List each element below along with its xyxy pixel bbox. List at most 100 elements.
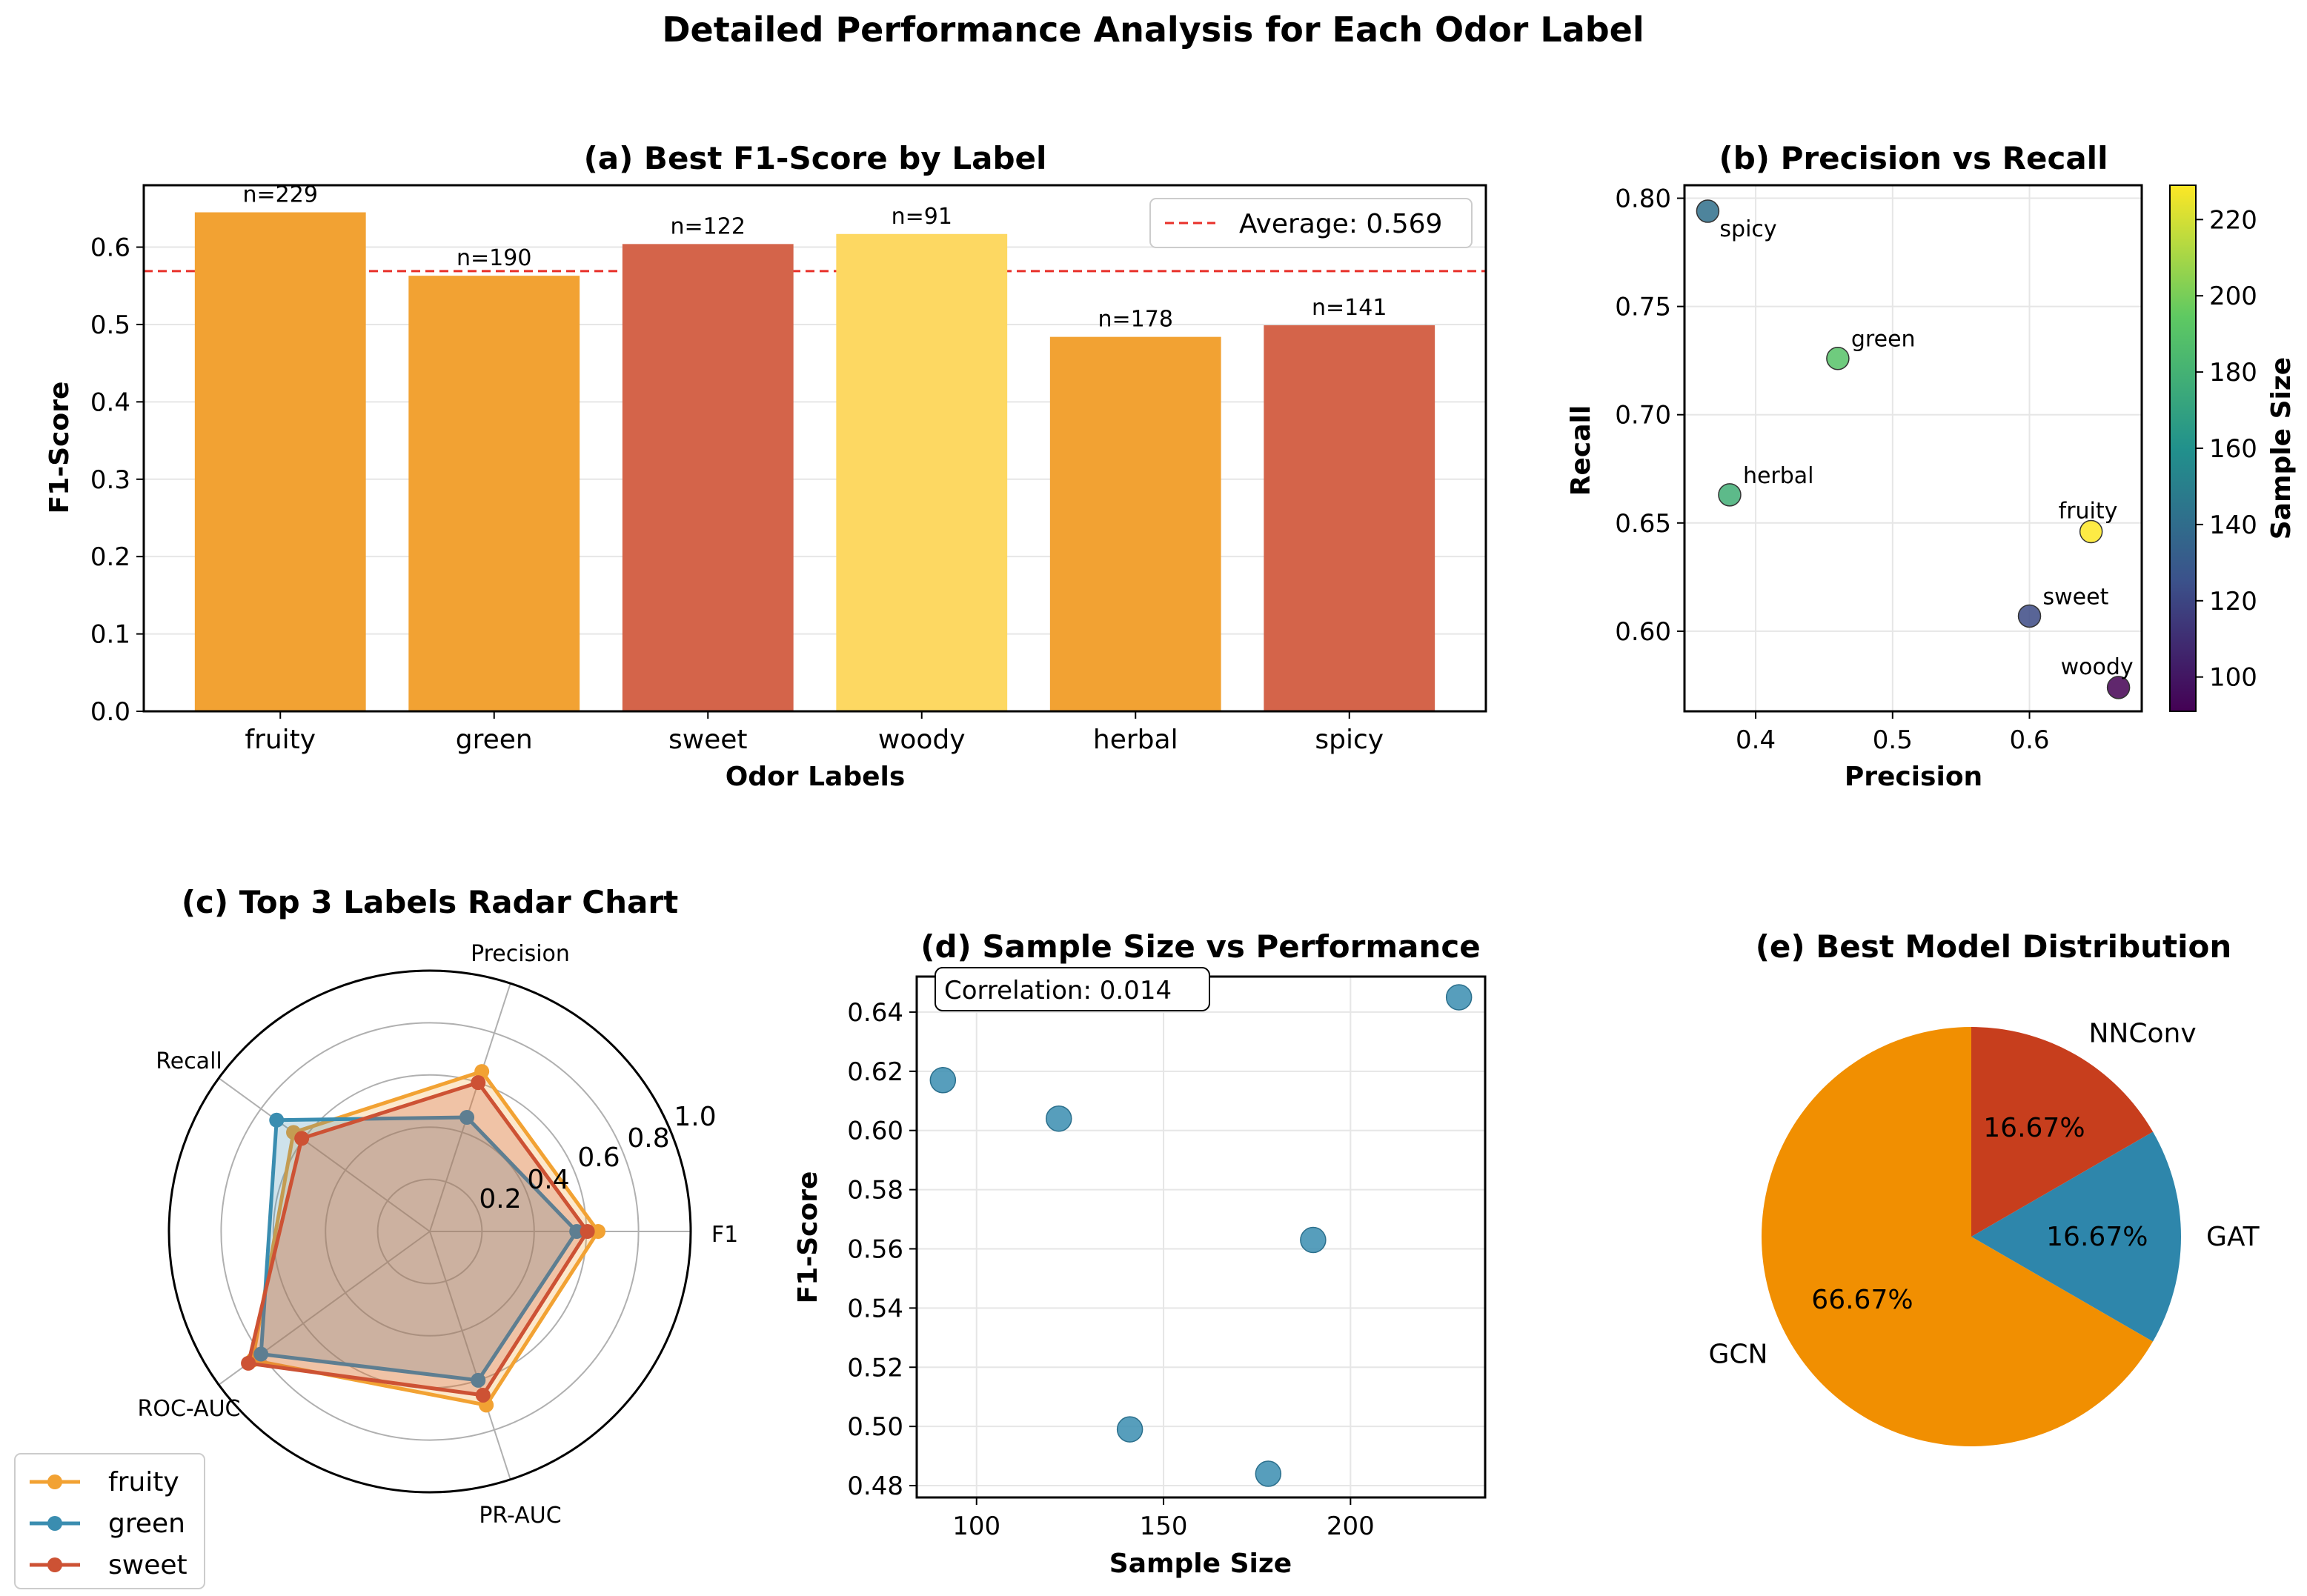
radar-axis-label-ROC-AUC: ROC-AUC (138, 1396, 241, 1422)
radar-series-green (259, 1115, 579, 1383)
panel-a-xtick-label-sweet: sweet (668, 725, 748, 755)
panel-b-ytick-label: 0.60 (1615, 617, 1671, 647)
panel-d-point (1116, 1416, 1143, 1443)
panel-d-ytick-label: 0.48 (847, 1472, 903, 1501)
panel-b-xtick-label: 0.6 (2009, 725, 2049, 755)
bar-count-label-green: n=190 (457, 245, 531, 271)
legend-marker-green (47, 1516, 62, 1531)
panel-d-ytick-label: 0.56 (847, 1234, 903, 1264)
radar-axis-label-Recall: Recall (156, 1048, 222, 1074)
panel-a-xtick-label-herbal: herbal (1093, 725, 1178, 755)
colorbar (2169, 184, 2197, 712)
radar-rtick-label: 0.6 (577, 1143, 620, 1173)
panel-a-legend-box (1149, 198, 1473, 248)
panel-b-ytick-label: 0.75 (1615, 293, 1671, 322)
panel-a-bar-chart: (a) Best F1-Score by Label Odor Labels F… (44, 140, 1487, 792)
bar-woody (836, 233, 1008, 711)
pie-slice-NNConv (1971, 1027, 2154, 1237)
pie-label-GAT: GAT (2206, 1222, 2260, 1252)
radar-point-green-ROC-AUC (253, 1346, 269, 1362)
radar-point-fruity-Precision (474, 1064, 490, 1080)
panel-d-xtick-label: 100 (952, 1512, 1000, 1541)
bar-green (408, 276, 580, 712)
panel-d-ytick-label: 0.52 (847, 1353, 903, 1383)
panel-d-point (1255, 1460, 1282, 1487)
radar-rtick-label: 0.8 (627, 1123, 669, 1154)
panel-a-ytick-label: 0.3 (90, 465, 130, 495)
figure-suptitle: Detailed Performance Analysis for Each O… (662, 10, 1644, 50)
radar-series-fruity (250, 1069, 600, 1407)
panel-c-radar: (c) Top 3 Labels Radar Chart F1 Precision… (14, 884, 738, 1589)
bar-sweet (622, 244, 794, 712)
panel-d-point (929, 1067, 957, 1094)
panel-d-scatter: (d) Sample Size vs Performance Sample Si… (793, 928, 1487, 1579)
legend-marker-sweet (47, 1557, 62, 1572)
panel-b-title: (b) Precision vs Recall (1719, 140, 2108, 176)
panel-d-xtick-label: 200 (1327, 1512, 1375, 1541)
panel-a-ytick-label: 0.4 (90, 388, 130, 417)
panel-c-legend-box (14, 1453, 205, 1589)
point-label-spicy: spicy (1719, 216, 1776, 242)
panel-b-scatter: (b) Precision vs Recall Precision Recall… (1566, 140, 2297, 792)
panel-d-point (1445, 984, 1473, 1011)
panel-a-title: (a) Best F1-Score by Label (584, 140, 1047, 176)
panel-d-ytick-label: 0.50 (847, 1412, 903, 1442)
radar-axis-label-F1: F1 (711, 1222, 738, 1248)
point-woody (2106, 676, 2131, 699)
point-sweet (2017, 604, 2042, 628)
panel-a-legend: Average: 0.569 (1149, 198, 1473, 248)
panel-b-ytick-label: 0.70 (1615, 401, 1671, 430)
panel-a-ytick-label: 0.0 (90, 697, 130, 727)
radar-series-sweet (246, 1080, 590, 1397)
panel-b-ytick-label: 0.80 (1615, 184, 1671, 214)
bar-count-label-woody: n=91 (892, 204, 952, 230)
panel-b-xtick-label: 0.4 (1736, 725, 1776, 755)
panel-c-legend: fruity green sweet (14, 1453, 205, 1589)
panel-d-point (1046, 1105, 1072, 1132)
correlation-box (935, 967, 1210, 1011)
radar-point-sweet-ROC-AUC (241, 1355, 256, 1371)
radar-spoke (429, 982, 511, 1232)
radar-spoke (429, 1231, 511, 1480)
radar-rtick-label: 0.2 (479, 1184, 521, 1214)
panel-b-xlabel: Precision (1845, 762, 1982, 792)
colorbar-tick-label: 100 (2209, 663, 2257, 693)
panel-d-xtick-label: 150 (1140, 1512, 1188, 1541)
pie-slice-GAT (1971, 1131, 2182, 1342)
correlation-annotation: Correlation: 0.014 (944, 976, 1172, 1005)
panel-a-legend-label: Average: 0.569 (1239, 209, 1442, 239)
panel-a-ylabel: F1-Score (44, 382, 75, 514)
panel-d-frame (915, 975, 1487, 1499)
panel-d-title: (d) Sample Size vs Performance (920, 928, 1480, 965)
panel-e-pie: (e) Best Model Distribution 66.67% GCN 16.… (1709, 928, 2260, 1447)
panel-a-xtick-label-green: green (456, 725, 533, 755)
panel-e-title: (e) Best Model Distribution (1756, 928, 2232, 965)
panel-d-ytick-label: 0.62 (847, 1057, 903, 1087)
radar-point-sweet-Recall (294, 1131, 310, 1146)
radar-point-sweet-F1 (580, 1224, 595, 1239)
colorbar-tick-label: 140 (2209, 511, 2257, 540)
bar-herbal (1049, 336, 1221, 711)
legend-label-green: green (108, 1509, 185, 1539)
point-green (1826, 346, 1850, 370)
panel-a-xtick-label-spicy: spicy (1315, 725, 1384, 755)
pie-pct-NNConv: 16.67% (1983, 1113, 2085, 1143)
legend-label-sweet: sweet (108, 1550, 187, 1580)
colorbar-tick-label: 120 (2209, 587, 2257, 616)
radar-point-green-Recall (269, 1112, 285, 1128)
radar-point-fruity-F1 (591, 1224, 606, 1239)
legend-label-fruity: fruity (108, 1467, 179, 1497)
panel-a-ytick-label: 0.6 (90, 233, 130, 263)
pie-slice-GCN (1762, 1027, 2154, 1447)
panel-d-ytick-label: 0.58 (847, 1176, 903, 1206)
panel-a-xtick-label-fruity: fruity (245, 725, 316, 755)
radar-axis-label-PR-AUC: PR-AUC (479, 1503, 561, 1529)
panel-d-xlabel: Sample Size (1109, 1549, 1292, 1579)
panel-d-ytick-label: 0.64 (847, 998, 903, 1028)
bar-count-label-spicy: n=141 (1312, 295, 1387, 321)
panel-d-ylabel: F1-Score (793, 1171, 823, 1304)
point-spicy (1696, 199, 1720, 223)
pie-label-GCN: GCN (1709, 1339, 1768, 1369)
panel-b-frame (1683, 184, 2143, 713)
